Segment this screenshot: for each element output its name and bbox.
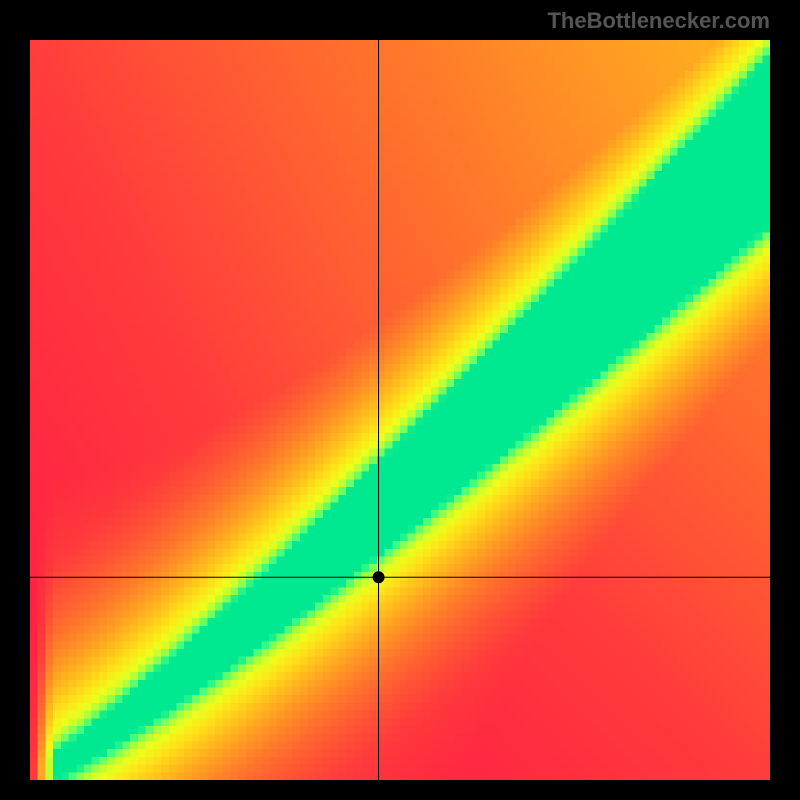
watermark-text: TheBottlenecker.com bbox=[547, 8, 770, 34]
heatmap-canvas bbox=[30, 40, 770, 780]
chart-container: TheBottlenecker.com bbox=[0, 0, 800, 800]
plot-area bbox=[30, 40, 770, 780]
